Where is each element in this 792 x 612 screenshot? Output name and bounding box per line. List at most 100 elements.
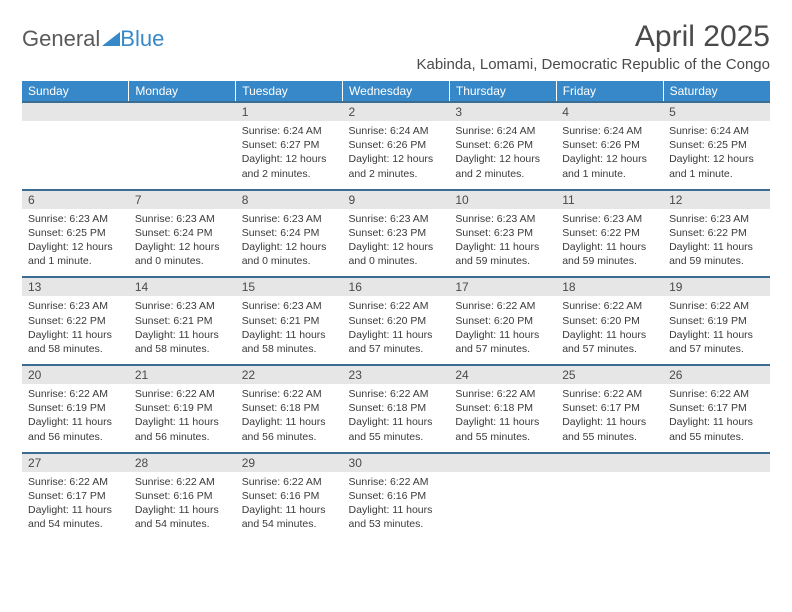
calendar-cell: 18Sunrise: 6:22 AMSunset: 6:20 PMDayligh… bbox=[556, 277, 663, 365]
day-details: Sunrise: 6:23 AMSunset: 6:24 PMDaylight:… bbox=[129, 209, 236, 277]
sunset-text: Sunset: 6:22 PM bbox=[562, 226, 657, 240]
sunset-text: Sunset: 6:24 PM bbox=[242, 226, 337, 240]
day-number: 5 bbox=[663, 103, 770, 121]
day-details: Sunrise: 6:23 AMSunset: 6:23 PMDaylight:… bbox=[449, 209, 556, 277]
daylight-text: Daylight: 11 hours and 54 minutes. bbox=[135, 503, 230, 531]
daylight-text: Daylight: 12 hours and 0 minutes. bbox=[135, 240, 230, 268]
sunset-text: Sunset: 6:21 PM bbox=[242, 314, 337, 328]
sunrise-text: Sunrise: 6:22 AM bbox=[562, 387, 657, 401]
brand-logo: General Blue bbox=[22, 20, 164, 52]
logo-text-blue: Blue bbox=[120, 26, 164, 52]
sunset-text: Sunset: 6:17 PM bbox=[669, 401, 764, 415]
daylight-text: Daylight: 12 hours and 2 minutes. bbox=[349, 152, 444, 180]
daylight-text: Daylight: 11 hours and 57 minutes. bbox=[562, 328, 657, 356]
sunset-text: Sunset: 6:17 PM bbox=[562, 401, 657, 415]
daylight-text: Daylight: 11 hours and 55 minutes. bbox=[455, 415, 550, 443]
day-number: 21 bbox=[129, 366, 236, 384]
weekday-header: Friday bbox=[556, 81, 663, 102]
sunset-text: Sunset: 6:16 PM bbox=[242, 489, 337, 503]
day-details bbox=[129, 121, 236, 181]
daylight-text: Daylight: 11 hours and 53 minutes. bbox=[349, 503, 444, 531]
calendar-cell: 2 Sunrise: 6:24 AMSunset: 6:26 PMDaylight… bbox=[343, 102, 450, 190]
daylight-text: Daylight: 11 hours and 55 minutes. bbox=[349, 415, 444, 443]
sunset-text: Sunset: 6:22 PM bbox=[28, 314, 123, 328]
calendar-cell bbox=[129, 102, 236, 190]
day-number bbox=[663, 454, 770, 472]
day-details: Sunrise: 6:23 AMSunset: 6:21 PMDaylight:… bbox=[236, 296, 343, 364]
day-number: 8 bbox=[236, 191, 343, 209]
sunset-text: Sunset: 6:23 PM bbox=[455, 226, 550, 240]
sunset-text: Sunset: 6:19 PM bbox=[669, 314, 764, 328]
day-details: Sunrise: 6:23 AMSunset: 6:22 PMDaylight:… bbox=[663, 209, 770, 277]
calendar-cell: 9Sunrise: 6:23 AMSunset: 6:23 PMDaylight… bbox=[343, 190, 450, 278]
day-number: 22 bbox=[236, 366, 343, 384]
sunrise-text: Sunrise: 6:23 AM bbox=[28, 212, 123, 226]
day-number: 2 bbox=[343, 103, 450, 121]
calendar-cell: 25Sunrise: 6:22 AMSunset: 6:17 PMDayligh… bbox=[556, 365, 663, 453]
daylight-text: Daylight: 11 hours and 59 minutes. bbox=[455, 240, 550, 268]
day-details: Sunrise: 6:23 AMSunset: 6:21 PMDaylight:… bbox=[129, 296, 236, 364]
sunrise-text: Sunrise: 6:24 AM bbox=[349, 124, 444, 138]
day-number: 18 bbox=[556, 278, 663, 296]
calendar-cell: 1Sunrise: 6:24 AMSunset: 6:27 PMDaylight… bbox=[236, 102, 343, 190]
daylight-text: Daylight: 11 hours and 58 minutes. bbox=[242, 328, 337, 356]
sunrise-text: Sunrise: 6:24 AM bbox=[562, 124, 657, 138]
day-details: Sunrise: 6:22 AMSunset: 6:19 PMDaylight:… bbox=[129, 384, 236, 452]
daylight-text: Daylight: 11 hours and 57 minutes. bbox=[349, 328, 444, 356]
day-details: Sunrise: 6:22 AMSunset: 6:18 PMDaylight:… bbox=[449, 384, 556, 452]
calendar-cell bbox=[556, 453, 663, 540]
day-details: Sunrise: 6:23 AMSunset: 6:22 PMDaylight:… bbox=[556, 209, 663, 277]
day-number: 4 bbox=[556, 103, 663, 121]
daylight-text: Daylight: 12 hours and 2 minutes. bbox=[242, 152, 337, 180]
day-number bbox=[129, 103, 236, 121]
sunset-text: Sunset: 6:20 PM bbox=[562, 314, 657, 328]
day-number: 19 bbox=[663, 278, 770, 296]
day-details: Sunrise: 6:23 AMSunset: 6:23 PMDaylight:… bbox=[343, 209, 450, 277]
location-subtitle: Kabinda, Lomami, Democratic Republic of … bbox=[416, 56, 770, 73]
daylight-text: Daylight: 11 hours and 59 minutes. bbox=[562, 240, 657, 268]
weekday-header: Tuesday bbox=[236, 81, 343, 102]
daylight-text: Daylight: 12 hours and 1 minute. bbox=[562, 152, 657, 180]
day-number: 7 bbox=[129, 191, 236, 209]
calendar-cell: 13Sunrise: 6:23 AMSunset: 6:22 PMDayligh… bbox=[22, 277, 129, 365]
calendar-cell: 19Sunrise: 6:22 AMSunset: 6:19 PMDayligh… bbox=[663, 277, 770, 365]
sunrise-text: Sunrise: 6:22 AM bbox=[349, 475, 444, 489]
day-details: Sunrise: 6:22 AMSunset: 6:19 PMDaylight:… bbox=[663, 296, 770, 364]
calendar-cell: 14Sunrise: 6:23 AMSunset: 6:21 PMDayligh… bbox=[129, 277, 236, 365]
day-details: Sunrise: 6:24 AMSunset: 6:26 PMDaylight:… bbox=[556, 121, 663, 189]
sunset-text: Sunset: 6:23 PM bbox=[349, 226, 444, 240]
sunrise-text: Sunrise: 6:22 AM bbox=[349, 299, 444, 313]
day-number: 26 bbox=[663, 366, 770, 384]
day-number: 13 bbox=[22, 278, 129, 296]
sunrise-text: Sunrise: 6:23 AM bbox=[242, 212, 337, 226]
calendar-cell: 4Sunrise: 6:24 AMSunset: 6:26 PMDaylight… bbox=[556, 102, 663, 190]
weekday-header: Thursday bbox=[449, 81, 556, 102]
sunset-text: Sunset: 6:17 PM bbox=[28, 489, 123, 503]
calendar-week-row: 1Sunrise: 6:24 AMSunset: 6:27 PMDaylight… bbox=[22, 102, 770, 190]
sunset-text: Sunset: 6:20 PM bbox=[349, 314, 444, 328]
sunrise-text: Sunrise: 6:23 AM bbox=[455, 212, 550, 226]
day-details: Sunrise: 6:22 AMSunset: 6:20 PMDaylight:… bbox=[556, 296, 663, 364]
title-block: April 2025 Kabinda, Lomami, Democratic R… bbox=[416, 20, 770, 73]
day-details bbox=[449, 472, 556, 532]
sunrise-text: Sunrise: 6:23 AM bbox=[349, 212, 444, 226]
calendar-cell: 12Sunrise: 6:23 AMSunset: 6:22 PMDayligh… bbox=[663, 190, 770, 278]
sunset-text: Sunset: 6:26 PM bbox=[349, 138, 444, 152]
day-number: 1 bbox=[236, 103, 343, 121]
daylight-text: Daylight: 11 hours and 55 minutes. bbox=[562, 415, 657, 443]
calendar-week-row: 6Sunrise: 6:23 AMSunset: 6:25 PMDaylight… bbox=[22, 190, 770, 278]
day-details: Sunrise: 6:22 AMSunset: 6:20 PMDaylight:… bbox=[343, 296, 450, 364]
sunrise-text: Sunrise: 6:23 AM bbox=[242, 299, 337, 313]
sunrise-text: Sunrise: 6:22 AM bbox=[455, 387, 550, 401]
sunrise-text: Sunrise: 6:23 AM bbox=[669, 212, 764, 226]
day-number: 29 bbox=[236, 454, 343, 472]
sunset-text: Sunset: 6:20 PM bbox=[455, 314, 550, 328]
day-number: 17 bbox=[449, 278, 556, 296]
sunrise-text: Sunrise: 6:24 AM bbox=[455, 124, 550, 138]
calendar-cell bbox=[22, 102, 129, 190]
calendar-week-row: 20Sunrise: 6:22 AMSunset: 6:19 PMDayligh… bbox=[22, 365, 770, 453]
page-header: General Blue April 2025 Kabinda, Lomami,… bbox=[22, 20, 770, 73]
calendar-cell: 17Sunrise: 6:22 AMSunset: 6:20 PMDayligh… bbox=[449, 277, 556, 365]
weekday-header: Monday bbox=[129, 81, 236, 102]
daylight-text: Daylight: 11 hours and 56 minutes. bbox=[135, 415, 230, 443]
